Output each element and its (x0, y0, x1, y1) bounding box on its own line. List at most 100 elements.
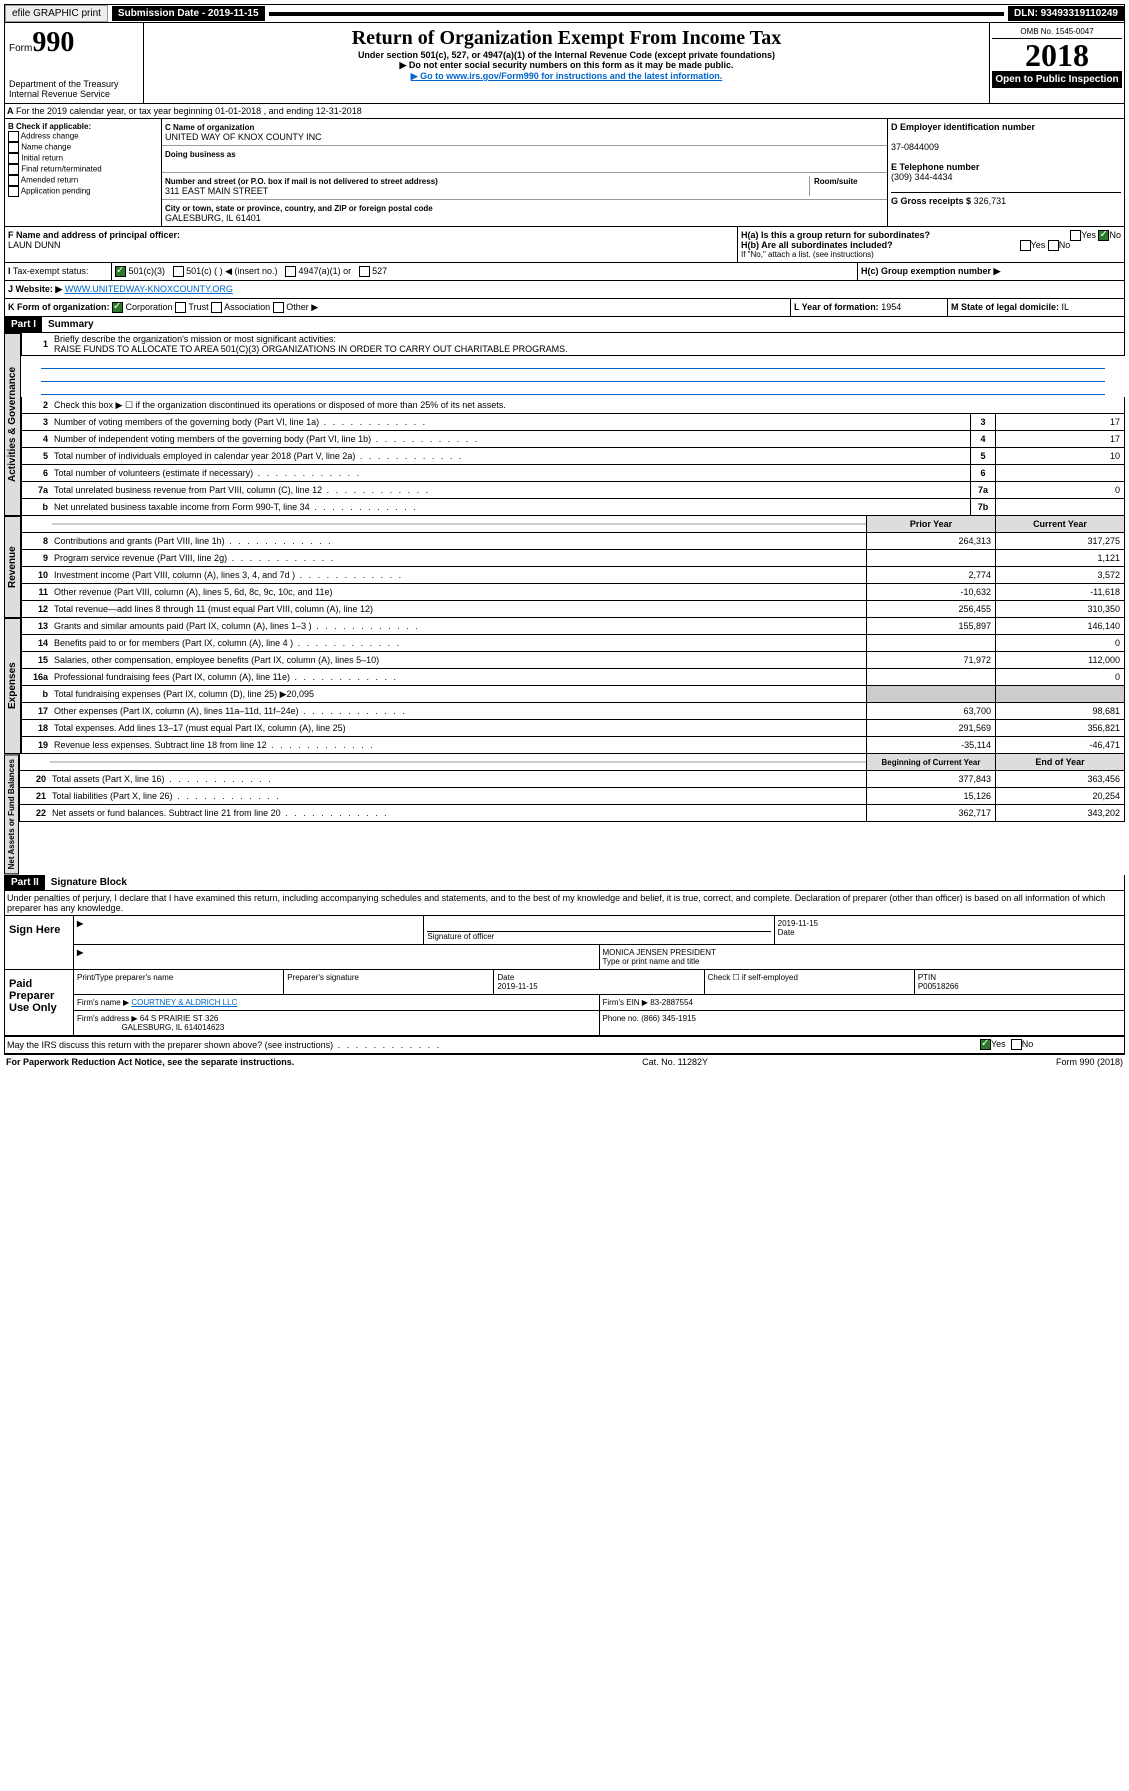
l9cy: 1,121 (995, 550, 1124, 566)
may-no[interactable] (1011, 1039, 1022, 1050)
may-discuss: May the IRS discuss this return with the… (5, 1039, 976, 1051)
may-yes[interactable] (980, 1039, 991, 1050)
chk-name[interactable] (8, 142, 19, 153)
l16a: Professional fundraising fees (Part IX, … (52, 671, 866, 683)
ph2: Preparer's signature (284, 970, 494, 994)
l19py: -35,114 (866, 737, 995, 753)
ph1: Print/Type preparer's name (74, 970, 284, 994)
chk-app[interactable] (8, 186, 19, 197)
footer-left: For Paperwork Reduction Act Notice, see … (6, 1057, 294, 1067)
l10: Investment income (Part VIII, column (A)… (52, 569, 866, 581)
l20cy: 363,456 (995, 771, 1124, 787)
form-header: Form990 Department of the Treasury Inter… (4, 23, 1125, 104)
col-d: D Employer identification number 37-0844… (888, 119, 1124, 226)
l18py: 291,569 (866, 720, 995, 736)
form-number: 990 (32, 27, 74, 58)
l11py: -10,632 (866, 584, 995, 600)
top-bar: efile GRAPHIC print Submission Date - 20… (4, 4, 1125, 23)
l16acy: 0 (995, 669, 1124, 685)
ha-yes[interactable] (1070, 230, 1081, 241)
d-label: D Employer identification number (891, 122, 1035, 132)
phone-label: Phone no. (603, 1014, 639, 1023)
l8: Contributions and grants (Part VIII, lin… (52, 535, 866, 547)
l7bv (995, 499, 1124, 515)
h-note: If "No," attach a list. (see instruction… (741, 250, 1121, 259)
ha: H(a) Is this a group return for subordin… (741, 230, 930, 240)
netassets-section: Net Assets or Fund Balances Beginning of… (4, 754, 1125, 874)
l13: Grants and similar amounts paid (Part IX… (52, 620, 866, 632)
l13py: 155,897 (866, 618, 995, 634)
l4: Number of independent voting members of … (52, 433, 970, 445)
efile-btn[interactable]: efile GRAPHIC print (5, 5, 108, 22)
chk-address[interactable] (8, 131, 19, 142)
footer: For Paperwork Reduction Act Notice, see … (4, 1054, 1125, 1069)
faddr-label: Firm's address ▶ (77, 1014, 138, 1023)
l5v: 10 (995, 448, 1124, 464)
l-val: 1954 (881, 302, 901, 312)
form-word: Form (9, 43, 32, 54)
b-addr: Address change (21, 132, 79, 141)
firm[interactable]: COURTNEY & ALDRICH LLC (131, 998, 237, 1007)
footer-right: Form 990 (2018) (1056, 1057, 1123, 1067)
l-label: L Year of formation: (794, 302, 879, 312)
b-amend: Amended return (21, 176, 78, 185)
i0: 501(c)(3) (129, 266, 166, 276)
ul1 (41, 358, 1105, 369)
open-public: Open to Public Inspection (992, 71, 1122, 88)
i3: 527 (372, 266, 387, 276)
dept: Department of the Treasury Internal Reve… (9, 79, 139, 99)
part1-title: Summary (42, 317, 100, 332)
l5: Total number of individuals employed in … (52, 450, 970, 462)
j-label: Website: ▶ (16, 284, 63, 294)
submission-date: Submission Date - 2019-11-15 (112, 6, 265, 21)
org-name: UNITED WAY OF KNOX COUNTY INC (165, 132, 322, 142)
chk-4947[interactable] (285, 266, 296, 277)
paid-label: Paid Preparer Use Only (5, 970, 74, 1035)
part1-header: Part I Summary (4, 317, 1125, 333)
sub3-link[interactable]: ▶ Go to www.irs.gov/Form990 for instruct… (148, 71, 985, 82)
row-a: A For the 2019 calendar year, or tax yea… (4, 104, 1125, 119)
l21: Total liabilities (Part X, line 26) (50, 790, 866, 802)
chk-initial[interactable] (8, 153, 19, 164)
ha-no[interactable] (1098, 230, 1109, 241)
boy-hdr: Beginning of Current Year (866, 754, 995, 770)
l18: Total expenses. Add lines 13–17 (must eq… (52, 722, 866, 734)
l1: Briefly describe the organization's miss… (52, 333, 1124, 355)
l20: Total assets (Part X, line 16) (50, 773, 866, 785)
website[interactable]: WWW.UNITEDWAY-KNOXCOUNTY.ORG (65, 284, 233, 294)
l8cy: 317,275 (995, 533, 1124, 549)
hb-yes[interactable] (1020, 240, 1031, 251)
hb-no[interactable] (1048, 240, 1059, 251)
sign-block: Sign Here ▶ Signature of officer 2019-11… (4, 916, 1125, 970)
chk-501c3[interactable] (115, 266, 126, 277)
l3: Number of voting members of the governin… (52, 416, 970, 428)
l19cy: -46,471 (995, 737, 1124, 753)
ph4: Check ☐ if self-employed (705, 970, 915, 994)
chk-assoc[interactable] (211, 302, 222, 313)
period: For the 2019 calendar year, or tax year … (16, 106, 362, 116)
l6: Total number of volunteers (estimate if … (52, 467, 970, 479)
h-cell: H(a) Is this a group return for subordin… (738, 227, 1124, 262)
addr: 311 EAST MAIN STREET (165, 186, 268, 196)
chk-501c[interactable] (173, 266, 184, 277)
tab-activities: Activities & Governance (4, 333, 21, 516)
row-i: I Tax-exempt status: 501(c)(3) 501(c) ( … (4, 263, 1125, 281)
part2-title: Signature Block (45, 875, 133, 890)
l12py: 256,455 (866, 601, 995, 617)
tab-revenue: Revenue (4, 516, 21, 618)
l17py: 63,700 (866, 703, 995, 719)
paid-block: Paid Preparer Use Only Print/Type prepar… (4, 970, 1125, 1036)
chk-corp[interactable] (112, 302, 123, 313)
chk-final[interactable] (8, 164, 19, 175)
faddr: 64 S PRAIRIE ST 326 (140, 1014, 219, 1023)
chk-amend[interactable] (8, 175, 19, 186)
sign-here: Sign Here (5, 916, 74, 969)
chk-527[interactable] (359, 266, 370, 277)
l9: Program service revenue (Part VIII, line… (52, 552, 866, 564)
chk-trust[interactable] (175, 302, 186, 313)
dln: DLN: 93493319110249 (1008, 6, 1124, 21)
l21cy: 20,254 (995, 788, 1124, 804)
chk-other[interactable] (273, 302, 284, 313)
eoy-hdr: End of Year (995, 754, 1124, 770)
f-label: F Name and address of principal officer: (8, 230, 180, 240)
